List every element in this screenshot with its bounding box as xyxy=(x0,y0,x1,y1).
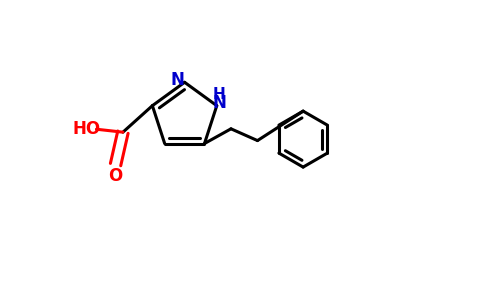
Text: N: N xyxy=(212,94,226,112)
Text: H: H xyxy=(213,87,226,102)
Text: HO: HO xyxy=(73,120,101,138)
Text: N: N xyxy=(170,71,184,89)
Text: O: O xyxy=(108,167,123,185)
